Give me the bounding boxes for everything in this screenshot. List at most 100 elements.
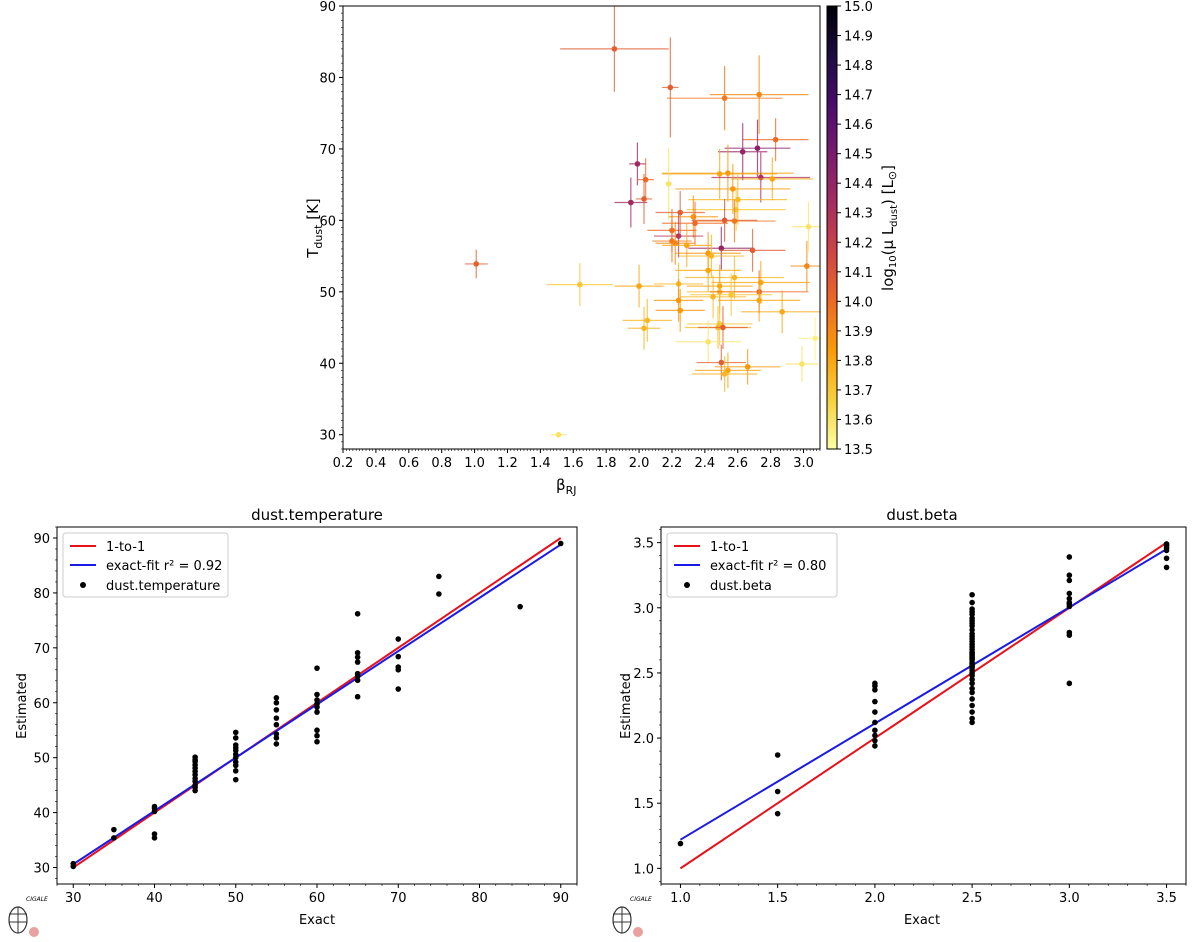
data-point (395, 636, 402, 642)
data-point (232, 768, 239, 774)
scatter-panel-dust-temperature: dust.temperature 30 40 50 60 70 80 90 30 40 50 60… (15, 506, 578, 928)
data-point (872, 680, 878, 687)
data-point (273, 695, 280, 701)
y-tick-label: 90 (319, 0, 336, 15)
data-point (710, 294, 716, 300)
data-point (273, 721, 280, 728)
legend-box (62, 532, 229, 598)
data-point (705, 267, 711, 274)
x-axis-label: βRJ (556, 476, 576, 497)
x-axis-ticks: 1.0 1.5 2.0 2.5 3.0 3.5 (660, 884, 1187, 906)
data-point (749, 247, 756, 254)
data-point (1066, 680, 1073, 687)
y-tick-label: 40 (319, 357, 336, 372)
data-point (395, 653, 402, 660)
data-point (557, 540, 564, 547)
x-axis-ticks: 0.2 0.4 0.6 0.8 1.0 1.2 1.4 1.6 1.8 2.0 2.2 2.4 2.6 2… (333, 449, 821, 471)
data-point (151, 831, 158, 837)
y-tick-label: 2.0 (633, 732, 654, 747)
data-point (111, 826, 117, 833)
data-point (774, 810, 781, 817)
data-point (70, 860, 77, 867)
y-tick-label: 70 (33, 642, 50, 657)
data-point (354, 677, 361, 684)
y-axis-ticks: 30 40 50 60 70 80 90 (33, 526, 57, 879)
data-point (805, 223, 812, 230)
y-axis-label: Estimated (619, 673, 634, 739)
y-axis-label: Tdust [K] (304, 198, 325, 258)
colorbar-tick-label: 13.6 (844, 413, 873, 428)
legend: 1-to-1 exact-fit r² = 0.80 dust.beta (666, 532, 838, 598)
data-point (804, 263, 810, 269)
data-point (354, 654, 361, 660)
data-point (672, 240, 679, 247)
data-point (872, 687, 878, 693)
x-tick-label: 1.6 (563, 456, 584, 471)
x-tick-label: 1.0 (670, 891, 691, 906)
x-tick-label: 2.4 (695, 456, 716, 471)
data-point (628, 199, 634, 206)
data-point (1066, 577, 1073, 584)
colorbar-tick-label: 14.7 (844, 89, 873, 104)
colorbar-tick-label: 14.0 (844, 295, 873, 310)
colorbar-tick-label: 14.2 (844, 236, 873, 251)
data-point (436, 573, 442, 580)
data-point (611, 46, 618, 52)
data-point (872, 732, 878, 739)
colorbar (826, 5, 838, 450)
y-axis-ticks: 1.0 1.5 2.0 2.5 3.0 3.5 (633, 529, 661, 882)
panel-title: dust.beta (886, 506, 957, 524)
y-tick-label: 60 (33, 697, 50, 712)
colorbar-tick-label: 14.8 (844, 59, 873, 74)
y-tick-label: 80 (319, 71, 336, 86)
colorbar-tick-label: 15.0 (844, 0, 873, 15)
legend-box (666, 532, 838, 598)
x-axis-ticks: 30 40 50 60 70 80 90 (56, 884, 578, 906)
data-point (799, 361, 805, 367)
data-point (708, 253, 715, 259)
data-point (1066, 572, 1073, 579)
legend-label-one-to-one: 1-to-1 (106, 540, 145, 555)
data-point (969, 615, 975, 622)
data-point (692, 220, 698, 227)
data-point (969, 689, 975, 696)
y-tick-label: 30 (319, 429, 336, 444)
x-tick-label: 80 (471, 891, 488, 906)
colorbar-ticks: 13.5 13.6 13.7 13.8 13.9 14.0 14.1 14.2 14.3 14.4… (837, 0, 873, 458)
data-point (314, 738, 320, 745)
data-point (677, 840, 684, 847)
data-point (273, 707, 280, 713)
y-tick-label: 50 (33, 752, 50, 767)
colorbar-tick-label: 14.1 (844, 266, 873, 281)
data-point (1066, 595, 1073, 602)
data-point (354, 649, 361, 656)
data-point (683, 242, 690, 249)
y-tick-label: 70 (319, 143, 336, 158)
data-point (969, 631, 975, 637)
data-point (872, 719, 878, 726)
y-tick-label: 50 (319, 286, 336, 301)
x-tick-label: 2.5 (962, 891, 983, 906)
data-point (667, 84, 674, 91)
legend-label-one-to-one: 1-to-1 (710, 540, 749, 555)
data-point (872, 698, 878, 705)
data-point (725, 170, 731, 176)
data-point (1163, 541, 1170, 547)
data-point (517, 603, 523, 610)
data-point (395, 686, 402, 692)
data-point (774, 752, 781, 758)
y-axis-ticks: 30 40 50 60 70 80 90 (319, 0, 343, 450)
cigale-logo: CIGALE (612, 896, 652, 937)
data-points-layer (464, 6, 820, 438)
data-point (718, 245, 725, 252)
x-tick-label: 1.5 (767, 891, 788, 906)
x-tick-label: 2.0 (629, 456, 650, 471)
data-point (969, 650, 975, 657)
data-point (677, 307, 683, 314)
data-point (232, 735, 239, 741)
x-tick-label: 0.2 (333, 456, 354, 471)
scatter-panel-tdust-vs-beta: 0.2 0.4 0.6 0.8 1.0 1.2 1.4 1.6 1.8 2.0 2.2 2.4 2.6 2… (304, 0, 900, 497)
colorbar-tick-label: 13.9 (844, 325, 873, 340)
data-point (872, 709, 878, 715)
